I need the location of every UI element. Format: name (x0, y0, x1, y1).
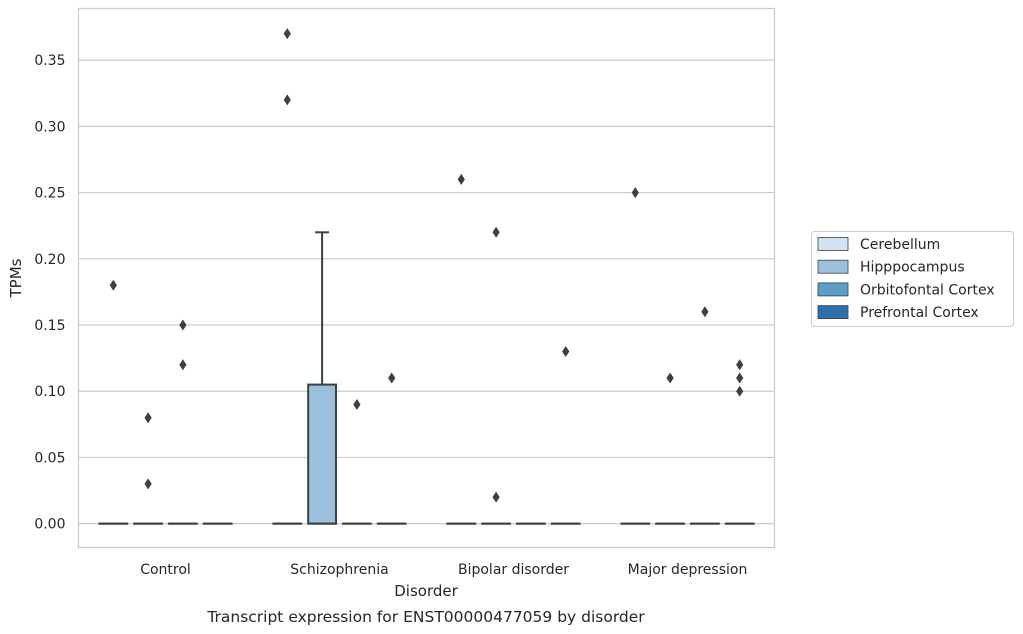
y-axis-ticks: 0.00 0.05 0.10 0.15 0.20 0.25 0.30 0.35 (34, 53, 65, 533)
outlier-point (144, 412, 152, 424)
x-tick-label: Control (140, 562, 191, 578)
outlier-point (179, 359, 187, 371)
legend-swatch (817, 282, 849, 297)
gridlines (78, 59, 775, 525)
outlier-point (631, 187, 639, 199)
box-groups (98, 231, 755, 525)
x-axis-ticks: Control Schizophrenia Bipolar disorder Majo… (140, 562, 747, 578)
outlier-point (283, 28, 291, 40)
outlier-point (492, 491, 500, 503)
x-axis-label: Disorder (394, 582, 458, 600)
outlier-point (457, 173, 465, 185)
legend-label: Cerebellum (860, 237, 940, 253)
y-tick-label: 0.00 (34, 517, 65, 533)
outlier-point (666, 372, 674, 384)
legend-frame (811, 231, 1014, 327)
y-tick-label: 0.25 (34, 186, 65, 202)
outlier-point (736, 372, 744, 384)
legend-swatch (817, 237, 849, 251)
outlier-point (701, 306, 709, 318)
y-tick-label: 0.05 (34, 450, 65, 466)
y-tick-label: 0.10 (34, 384, 65, 400)
outlier-points (109, 28, 744, 503)
legend-label: Prefrontal Cortex (860, 305, 979, 321)
legend: Cerebellum Hipppocampus Orbitofontal Corte… (811, 231, 1014, 327)
y-tick-label: 0.30 (34, 119, 65, 135)
legend-label: Orbitofontal Cortex (860, 282, 995, 298)
x-tick-label: Schizophrenia (290, 562, 388, 578)
chart-caption: Transcript expression for ENST0000047705… (206, 608, 645, 626)
y-tick-label: 0.15 (34, 318, 65, 334)
outlier-point (736, 359, 744, 371)
outlier-point (179, 319, 187, 331)
legend-label: Hipppocampus (860, 260, 965, 276)
outlier-point (736, 385, 744, 397)
outlier-point (492, 226, 500, 238)
outlier-point (109, 279, 117, 291)
y-axis-label: TPMs (7, 258, 25, 298)
outlier-point (144, 478, 152, 490)
y-tick-label: 0.20 (34, 252, 65, 268)
box (307, 383, 338, 525)
outlier-point (283, 94, 291, 106)
x-tick-label: Major depression (628, 562, 748, 578)
y-tick-label: 0.35 (34, 53, 65, 69)
plot-area (77, 7, 776, 549)
outlier-point (562, 346, 570, 357)
outlier-point (388, 372, 396, 384)
legend-swatch (817, 259, 849, 274)
outlier-point (353, 398, 361, 410)
legend-swatch (817, 305, 849, 320)
x-tick-label: Bipolar disorder (458, 562, 569, 578)
